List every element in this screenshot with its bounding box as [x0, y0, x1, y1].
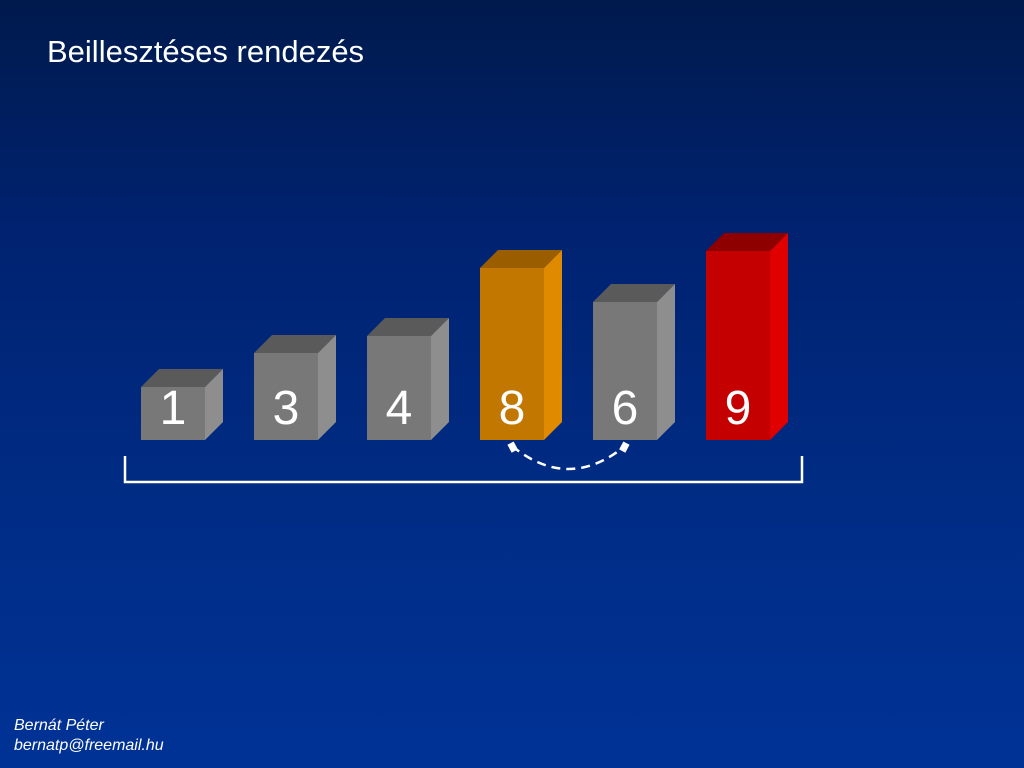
- bar-side-face: [431, 318, 449, 440]
- bar-value-label: 8: [499, 382, 526, 435]
- bar-value-label: 4: [386, 382, 413, 435]
- bar-front-face: [141, 387, 205, 440]
- bar-side-face: [657, 284, 675, 440]
- bar-top-face: [593, 284, 675, 302]
- sort-range-bracket: [123, 456, 804, 484]
- bar-value-label: 1: [160, 382, 187, 435]
- array-bar: 9: [706, 233, 788, 440]
- author-name: Bernát Péter: [14, 717, 104, 734]
- bar-front-face: [706, 251, 770, 440]
- swap-arrow-endcap: [619, 441, 630, 453]
- bar-side-face: [318, 335, 336, 440]
- author-email: bernatp@freemail.hu: [14, 737, 164, 754]
- bar-front-face: [480, 268, 544, 440]
- bar-front-face: [254, 353, 318, 440]
- swap-arrow: [511, 445, 626, 471]
- array-bar: 1: [141, 369, 223, 440]
- bar-value-label: 9: [725, 382, 752, 435]
- swap-arrow-endcap: [507, 441, 518, 453]
- array-bar: 4: [367, 318, 449, 440]
- array-bar: 6: [593, 284, 675, 440]
- author-block: Bernát Péter bernatp@freemail.hu: [14, 716, 164, 756]
- bar-top-face: [480, 250, 562, 268]
- bar-front-face: [593, 302, 657, 440]
- bar-side-face: [770, 233, 788, 440]
- bar-side-face: [544, 250, 562, 440]
- bar-side-face: [205, 369, 223, 440]
- bar-top-face: [254, 335, 336, 353]
- bar-front-face: [367, 336, 431, 440]
- slide-title: Beillesztéses rendezés: [47, 34, 365, 69]
- bar-top-face: [706, 233, 788, 251]
- bar-value-label: 3: [273, 382, 300, 435]
- swap-arrow-ends: [507, 441, 630, 453]
- array-bar: 8: [480, 250, 562, 440]
- array-bar: 3: [254, 335, 336, 440]
- array-bars: 1 3 4 8 6 9: [141, 233, 788, 440]
- bar-value-label: 6: [612, 382, 639, 435]
- bar-top-face: [367, 318, 449, 336]
- bar-top-face: [141, 369, 223, 387]
